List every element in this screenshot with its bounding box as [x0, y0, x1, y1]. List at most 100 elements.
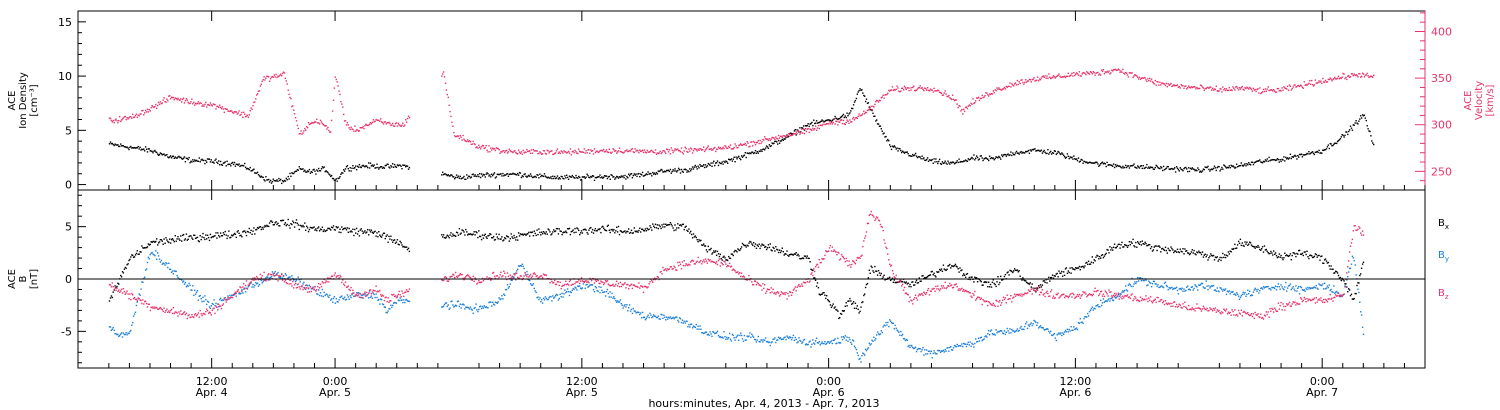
data-point-p0-s0-202 [295, 170, 298, 172]
data-point-p0-s1-483 [587, 149, 589, 151]
data-point-p0-s0-993 [1059, 153, 1061, 155]
data-point-p0-s1-898 [971, 103, 973, 105]
data-point-p0-s1-250 [340, 100, 342, 103]
data-point-p0-s1-1261 [1307, 83, 1309, 85]
data-point-p0-s1-907 [979, 97, 982, 100]
data-point-p1-s1-515 [616, 300, 619, 302]
data-point-p0-s1-164 [260, 83, 262, 85]
data-point-p0-s0-137 [235, 163, 237, 165]
data-point-p0-s1-5 [113, 121, 115, 124]
data-point-p1-s1-853 [929, 352, 932, 355]
data-point-p1-s0-204 [297, 224, 299, 226]
data-point-p0-s0-314 [399, 164, 401, 166]
data-point-p1-s1-717 [803, 338, 806, 341]
data-point-p1-s1-886 [960, 345, 962, 347]
data-point-p0-s0-436 [543, 173, 546, 175]
data-point-p1-s1-8 [116, 333, 118, 336]
data-point-p0-s0-926 [997, 157, 999, 159]
data-point-p0-s1-1074 [1134, 74, 1136, 76]
data-point-p0-s1-217 [309, 123, 312, 125]
data-point-p0-s0-103 [204, 162, 206, 165]
data-point-p1-s1-867 [942, 349, 945, 351]
data-point-p1-s1-108 [208, 306, 211, 308]
data-point-p0-s1-1096 [1154, 79, 1156, 82]
data-point-p0-s1-854 [930, 89, 932, 91]
data-point-p1-s0-544 [643, 230, 646, 232]
data-point-p1-s0-197 [291, 223, 293, 226]
data-point-p1-s0-247 [337, 226, 339, 228]
data-point-p0-s1-3 [111, 121, 113, 123]
data-point-p0-s0-225 [317, 170, 319, 172]
data-point-p1-s1-953 [1022, 328, 1024, 330]
data-point-p0-s0-246 [336, 180, 338, 182]
data-point-p0-s0-402 [512, 172, 514, 174]
data-point-p0-s1-886 [960, 110, 962, 112]
data-point-p1-s1-153 [250, 282, 252, 284]
data-point-p0-s1-155 [252, 105, 254, 107]
data-point-p0-s1-620 [714, 146, 716, 149]
data-point-p0-s0-408 [517, 174, 520, 176]
data-point-p0-s1-404 [514, 150, 516, 152]
data-point-p0-s1-100 [201, 105, 203, 107]
data-point-p0-s0-933 [1003, 153, 1006, 156]
data-point-p1-s0-70 [173, 240, 175, 243]
data-point-p1-s0-755 [839, 316, 841, 319]
data-point-p1-s0-729 [814, 279, 817, 281]
data-point-p1-s1-814 [893, 328, 895, 330]
data-point-p0-s1-701 [789, 133, 791, 135]
data-point-p0-s0-974 [1041, 152, 1044, 154]
data-point-p0-s1-1101 [1159, 81, 1161, 83]
data-point-p0-s0-1164 [1217, 165, 1219, 168]
data-point-p0-s0-621 [715, 162, 717, 164]
data-point-p1-s0-924 [995, 285, 997, 288]
data-point-p1-s1-227 [318, 294, 321, 297]
data-point-p0-s0-46 [151, 150, 153, 153]
data-point-p0-s0-748 [832, 118, 834, 121]
data-point-p0-s1-68 [171, 96, 174, 99]
data-point-p1-s0-652 [743, 244, 746, 247]
data-point-p1-s0-1112 [1169, 250, 1171, 252]
data-point-p0-s1-588 [684, 146, 686, 148]
data-point-p0-s1-929 [1000, 88, 1002, 91]
data-point-p0-s1-30 [136, 116, 138, 118]
data-point-p0-s1-888 [962, 113, 964, 115]
data-point-p0-s1-1021 [1085, 73, 1087, 76]
data-point-p1-s1-945 [1014, 330, 1017, 333]
data-point-p0-s0-799 [879, 125, 882, 127]
data-point-p1-s1-275 [363, 294, 365, 296]
data-point-p1-s1-143 [241, 289, 243, 291]
data-point-p1-s1-492 [595, 287, 597, 289]
data-point-p1-s0-2 [110, 295, 113, 297]
data-point-p0-s0-549 [648, 173, 650, 175]
data-point-p1-s0-697 [785, 253, 787, 255]
data-point-p1-s0-902 [975, 277, 977, 279]
data-point-p0-s0-1281 [1325, 148, 1328, 150]
data-point-p1-s0-1001 [1066, 272, 1069, 274]
data-point-p0-s0-807 [887, 138, 889, 141]
data-point-p0-s0-249 [339, 176, 341, 178]
data-point-p1-s0-804 [884, 279, 886, 281]
data-point-p0-s1-1297 [1340, 77, 1342, 80]
data-point-p1-s0-1185 [1236, 244, 1239, 246]
data-point-p1-s1-753 [837, 337, 839, 340]
data-point-p1-s1-678 [767, 341, 770, 344]
data-point-p0-s0-555 [653, 172, 656, 174]
data-point-p1-s0-808 [888, 277, 890, 279]
data-point-p0-s0-790 [871, 109, 873, 112]
data-point-p1-s1-256 [345, 298, 348, 301]
data-point-p0-s0-1293 [1336, 140, 1339, 143]
data-point-p1-s1-749 [833, 339, 835, 341]
data-point-p0-s0-1016 [1080, 158, 1082, 161]
data-point-p0-s0-614 [708, 163, 710, 166]
data-point-p0-s1-1203 [1253, 89, 1255, 91]
data-point-p1-s1-362 [475, 303, 477, 305]
data-point-p1-s1-482 [586, 283, 588, 286]
data-point-p1-s0-456 [562, 232, 564, 234]
data-point-p1-s0-1227 [1275, 255, 1278, 257]
data-point-p0-s1-478 [582, 151, 585, 154]
data-point-p0-s0-151 [248, 168, 250, 171]
data-point-p0-s0-203 [296, 168, 299, 171]
data-point-p0-s1-1318 [1360, 76, 1362, 78]
data-point-p1-s1-232 [323, 291, 325, 294]
data-point-p1-s1-938 [1008, 332, 1010, 334]
